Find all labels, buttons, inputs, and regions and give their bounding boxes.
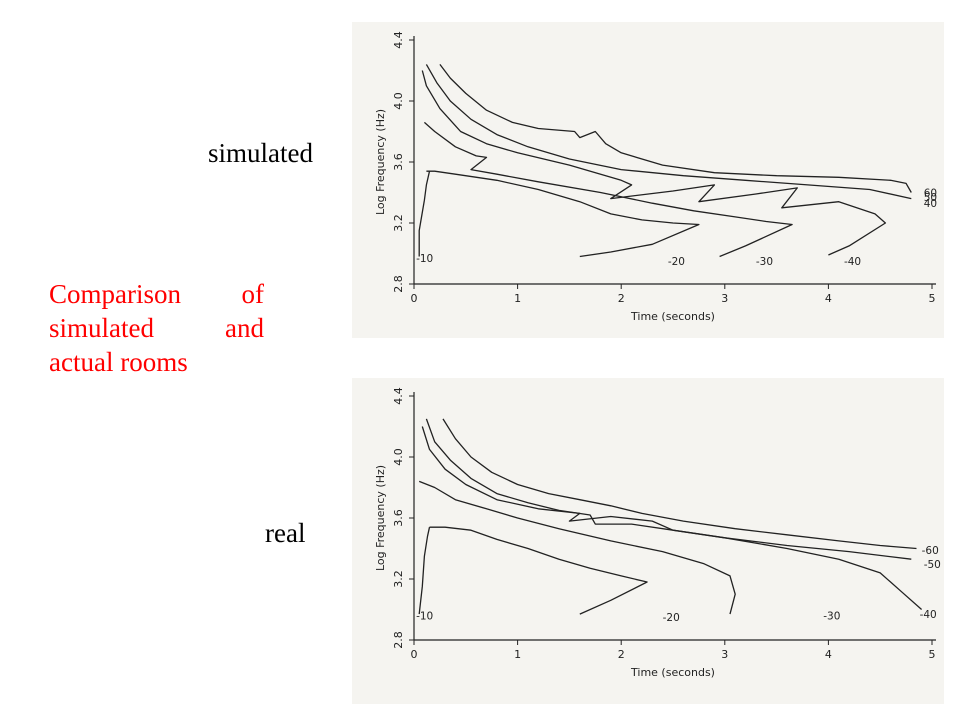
x-tick-label: 4: [825, 292, 832, 305]
contour-label: 50: [924, 192, 937, 204]
contour-label: -10: [416, 611, 433, 623]
contour-label: -40: [920, 609, 937, 621]
contour-line-minus20: [426, 170, 700, 258]
y-axis-title: Log Frequency (Hz): [374, 465, 387, 571]
y-tick-label: 3.2: [392, 570, 405, 588]
y-tick-label: 4.0: [392, 448, 405, 466]
contour-label: -20: [663, 612, 680, 624]
x-tick-label: 2: [618, 648, 625, 661]
x-tick-label: 2: [618, 292, 625, 305]
x-axis-title: Time (seconds): [630, 310, 715, 323]
y-tick-label: 4.4: [392, 387, 405, 405]
contour-label: -10: [416, 253, 433, 265]
y-tick-label: 3.6: [392, 153, 405, 171]
simulated-chart-panel: 0 1 2 3 4 5 2.8 3.2 3.6 4.0 4.4 Time (seconds) Log F…: [352, 22, 944, 338]
contour-line-minus50: [425, 64, 912, 200]
x-tick-label: 1: [514, 292, 521, 305]
x-tick-label: 5: [929, 292, 936, 305]
x-axis-title: Time (seconds): [630, 666, 715, 679]
contour-label: -30: [823, 611, 840, 623]
real-contour-chart: 0 1 2 3 4 5 2.8 3.2 3.6 4.0 4.4 Time (seconds) Log F…: [374, 387, 941, 679]
caption-line-2: simulated and: [49, 313, 264, 343]
contour-line-minus60: [439, 64, 912, 193]
y-tick-label: 2.8: [392, 275, 405, 293]
comparison-caption: Comparison of simulated and actual rooms: [49, 277, 264, 379]
contour-label: -60: [922, 545, 939, 557]
contour-line-minus10: [418, 171, 431, 257]
y-tick-label: 4.4: [392, 31, 405, 49]
x-tick-label: 1: [514, 648, 521, 661]
contour-line-minus40: [421, 426, 923, 610]
contour-line-minus20: [429, 526, 648, 615]
contour-line-minus10: [418, 527, 431, 615]
contour-label: 40: [924, 198, 937, 210]
contour-line-minus60: [442, 418, 917, 550]
contour-line-minus50: [425, 418, 912, 560]
contour-label: -30: [756, 256, 773, 268]
y-tick-label: 4.0: [392, 92, 405, 110]
caption-line-1: Comparison of: [49, 279, 264, 309]
y-axis-title: Log Frequency (Hz): [374, 109, 387, 215]
caption-line-3: actual rooms: [49, 347, 188, 377]
contour-line-minus40: [421, 70, 887, 256]
real-chart-panel: 0 1 2 3 4 5 2.8 3.2 3.6 4.0 4.4 Time (seconds) Log F…: [352, 378, 944, 704]
contour-label: 60: [924, 188, 937, 200]
y-tick-label: 3.6: [392, 509, 405, 527]
simulated-contour-chart: 0 1 2 3 4 5 2.8 3.2 3.6 4.0 4.4 Time (seconds) Log F…: [374, 31, 937, 323]
contour-label: -40: [844, 256, 861, 268]
x-tick-label: 3: [721, 292, 728, 305]
contour-label: -20: [668, 256, 685, 268]
simulated-label: simulated: [208, 138, 313, 168]
contour-label: -50: [924, 559, 941, 571]
x-tick-label: 5: [929, 648, 936, 661]
x-tick-label: 0: [411, 648, 418, 661]
contour-line-minus30: [423, 121, 793, 258]
y-tick-label: 3.2: [392, 214, 405, 232]
contour-line-minus30: [418, 480, 736, 615]
x-tick-label: 4: [825, 648, 832, 661]
x-tick-label: 3: [721, 648, 728, 661]
x-tick-label: 0: [411, 292, 418, 305]
real-label: real: [265, 518, 306, 548]
y-tick-label: 2.8: [392, 631, 405, 649]
